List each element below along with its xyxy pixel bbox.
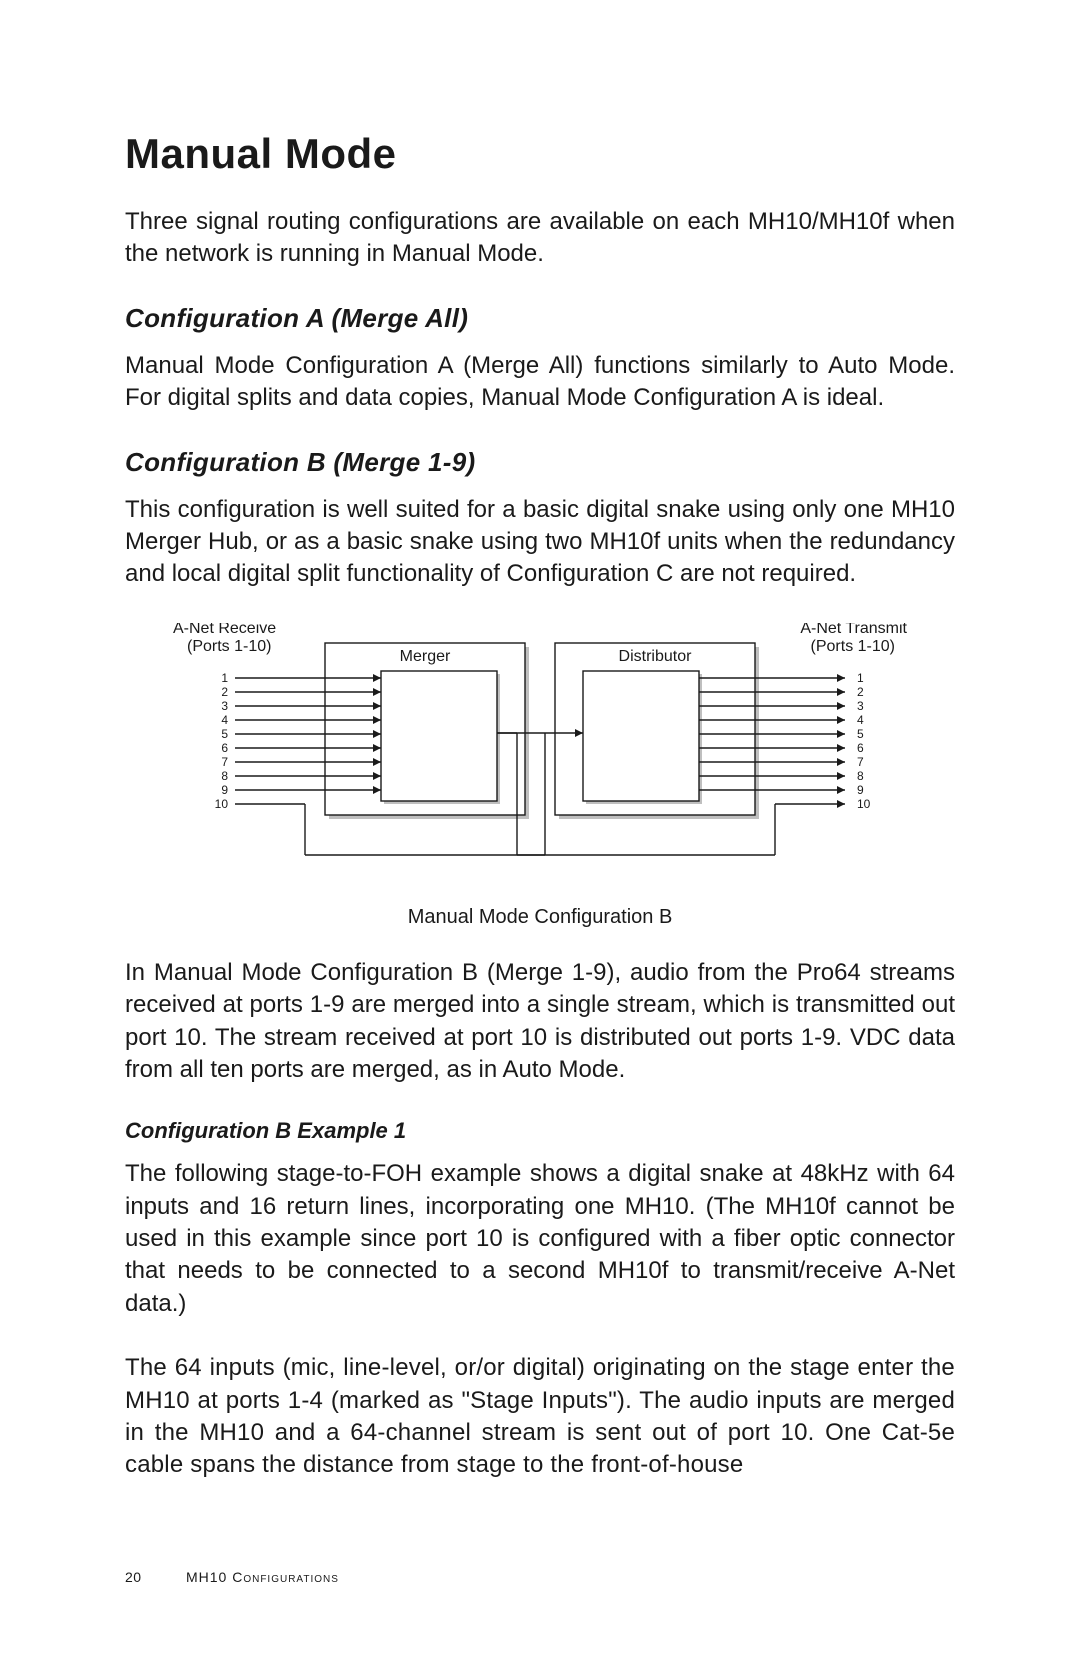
svg-text:7: 7 [857,755,864,769]
svg-text:10: 10 [857,797,871,811]
svg-text:1: 1 [221,671,228,685]
section-b-heading: Configuration B (Merge 1-9) [125,447,955,478]
section-a-heading: Configuration A (Merge All) [125,303,955,334]
section-a-body: Manual Mode Configuration A (Merge All) … [125,350,955,415]
svg-text:2: 2 [221,685,228,699]
svg-text:7: 7 [221,755,228,769]
svg-text:1: 1 [857,671,864,685]
section-b-intro: This configuration is well suited for a … [125,494,955,591]
svg-text:2: 2 [857,685,864,699]
page-number: 20 [125,1569,142,1585]
svg-text:6: 6 [221,741,228,755]
svg-text:3: 3 [221,699,228,713]
intro-paragraph: Three signal routing configurations are … [125,206,955,271]
svg-text:4: 4 [221,713,228,727]
svg-text:Distributor: Distributor [619,648,693,665]
svg-text:Merger: Merger [400,648,451,665]
footer-section: MH10 Configurations [186,1569,339,1585]
config-b-example1-p2: The 64 inputs (mic, line-level, or/or di… [125,1352,955,1482]
diagram-caption: Manual Mode Configuration B [125,906,955,929]
svg-text:10: 10 [215,797,229,811]
page-footer: 20 MH10 Configurations [125,1569,339,1585]
page-title: Manual Mode [125,130,955,178]
svg-text:(Ports 1-10): (Ports 1-10) [811,638,895,655]
svg-text:4: 4 [857,713,864,727]
svg-text:6: 6 [857,741,864,755]
signal-flow-svg: A-Net Receive(Ports 1-10)A-Net Transmit(… [125,623,955,883]
svg-text:8: 8 [221,769,228,783]
svg-text:9: 9 [221,783,228,797]
svg-text:(Ports 1-10): (Ports 1-10) [187,638,271,655]
section-b-para1: In Manual Mode Configuration B (Merge 1-… [125,957,955,1087]
svg-text:5: 5 [857,727,864,741]
svg-text:A-Net Transmit: A-Net Transmit [800,623,907,637]
svg-text:8: 8 [857,769,864,783]
config-b-example1-p1: The following stage-to-FOH example shows… [125,1158,955,1320]
document-page: Manual Mode Three signal routing configu… [0,0,1080,1669]
config-b-diagram: A-Net Receive(Ports 1-10)A-Net Transmit(… [125,623,955,888]
svg-text:9: 9 [857,783,864,797]
config-b-example1-heading: Configuration B Example 1 [125,1118,955,1144]
svg-text:5: 5 [221,727,228,741]
svg-text:A-Net Receive: A-Net Receive [173,623,276,637]
svg-text:3: 3 [857,699,864,713]
